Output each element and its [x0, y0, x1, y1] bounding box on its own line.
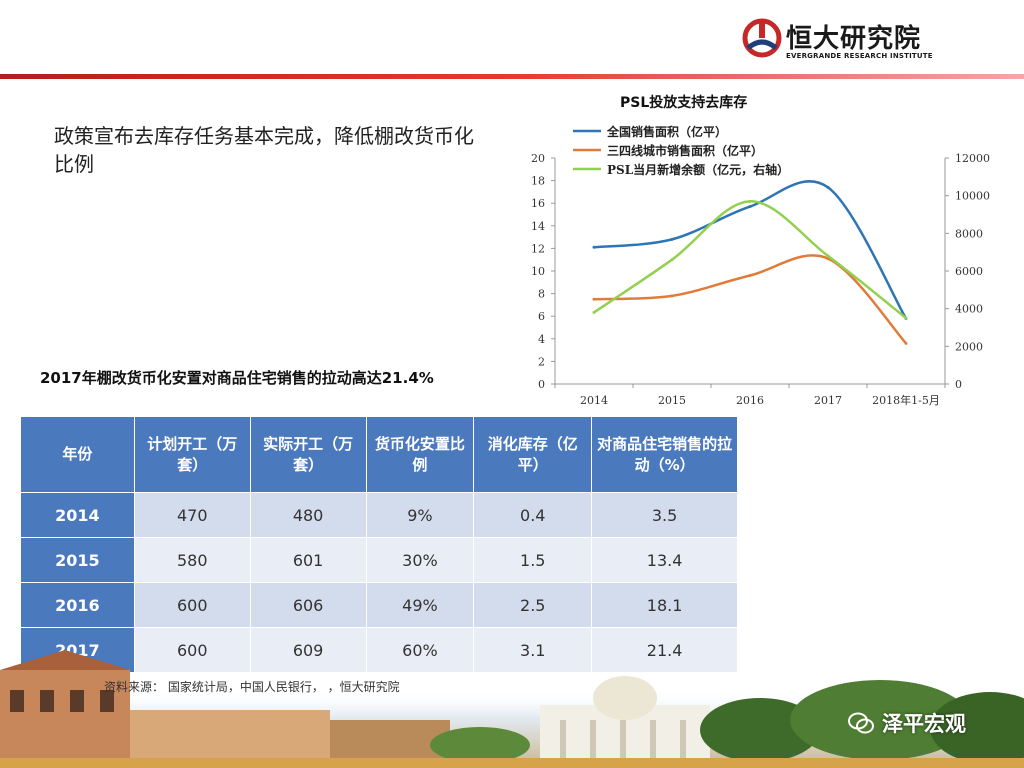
left-tick-label: 14 — [531, 220, 545, 233]
series-0-point — [748, 205, 752, 209]
cell-boost: 3.5 — [591, 492, 738, 538]
logo-subtitle: EVERGRANDE RESEARCH INSTITUTE — [786, 52, 933, 60]
cell-year: 2014 — [20, 492, 135, 538]
cell-ratio: 49% — [365, 582, 475, 628]
header-inventory-absorbed: 消化库存（亿平） — [473, 416, 593, 493]
table-title: 2017年棚改货币化安置对商品住宅销售的拉动高达21.4% — [40, 369, 434, 387]
series-line-2 — [593, 200, 907, 320]
logo-text: 恒大研究院 — [786, 24, 922, 54]
header-bar — [0, 0, 1024, 80]
cell-year: 2015 — [20, 537, 135, 583]
left-tick-label: 12 — [531, 242, 545, 255]
series-0-point — [826, 185, 830, 189]
table-row: 2017 600 609 60% 3.1 21.4 — [20, 627, 738, 673]
series-1-point — [904, 341, 908, 345]
right-tick-label: 8000 — [955, 227, 983, 240]
left-tick-label: 8 — [538, 288, 545, 301]
series-2-point — [748, 199, 752, 203]
right-tick-label: 10000 — [955, 190, 990, 203]
x-tick-label: 2017 — [814, 394, 842, 407]
cell-actual: 609 — [249, 627, 367, 673]
watermark-text: 泽平宏观 — [882, 712, 966, 736]
x-tick-label: 2015 — [658, 394, 686, 407]
left-tick-label: 10 — [531, 265, 545, 278]
cell-actual: 601 — [249, 537, 367, 583]
wechat-icon — [848, 712, 874, 734]
cell-inventory: 2.5 — [473, 582, 593, 628]
scenic-footer-image — [0, 650, 1024, 768]
legend-label-1: 三四线城市销售面积（亿平） — [607, 143, 763, 158]
left-tick-label: 6 — [538, 310, 545, 323]
cell-actual: 606 — [249, 582, 367, 628]
left-tick-label: 0 — [538, 378, 545, 391]
series-2-point — [904, 316, 908, 320]
psl-line-chart: 0 2 4 6 8 10 12 14 16 18 20 0 2000 4000 6000 8000 10000 1… — [531, 124, 990, 407]
cell-ratio: 60% — [365, 627, 475, 673]
table-row: 2016 600 606 49% 2.5 18.1 — [20, 582, 738, 628]
series-2-point — [592, 310, 596, 314]
header-actual-starts: 实际开工（万套） — [249, 416, 367, 493]
x-tick-label: 2018年1-5月 — [872, 393, 940, 407]
cell-ratio: 30% — [365, 537, 475, 583]
legend-label-2: PSL当月新增余额（亿元，右轴） — [607, 162, 789, 177]
cell-ratio: 9% — [365, 492, 475, 538]
header-monetization-ratio: 货币化安置比例 — [365, 416, 475, 493]
cell-boost: 13.4 — [591, 537, 738, 583]
header-sales-boost: 对商品住宅销售的拉动（%） — [591, 416, 738, 493]
cell-inventory: 1.5 — [473, 537, 593, 583]
cell-boost: 21.4 — [591, 627, 738, 673]
series-1-point — [748, 274, 752, 278]
header-divider — [0, 74, 1024, 79]
series-line-1 — [593, 254, 907, 345]
right-tick-label: 2000 — [955, 340, 983, 353]
table-row: 2015 580 601 30% 1.5 13.4 — [20, 537, 738, 583]
series-2-point — [670, 258, 674, 262]
series-1-point — [670, 294, 674, 298]
cell-planned: 470 — [133, 492, 251, 538]
left-tick-label: 18 — [531, 175, 545, 188]
x-tick-label: 2014 — [580, 394, 608, 407]
table-header-row: 年份 计划开工（万套） 实际开工（万套） 货币化安置比例 消化库存（亿平） 对商… — [20, 416, 738, 493]
left-tick-label: 16 — [531, 197, 545, 210]
series-2-point — [826, 254, 830, 258]
cell-planned: 600 — [133, 627, 251, 673]
cell-year: 2016 — [20, 582, 135, 628]
cell-boost: 18.1 — [591, 582, 738, 628]
series-0-point — [592, 245, 596, 249]
right-tick-label: 12000 — [955, 152, 990, 165]
cell-actual: 480 — [249, 492, 367, 538]
cell-planned: 600 — [133, 582, 251, 628]
right-tick-label: 6000 — [955, 265, 983, 278]
data-table: 年份 计划开工（万套） 实际开工（万套） 货币化安置比例 消化库存（亿平） 对商… — [20, 416, 738, 673]
cell-inventory: 3.1 — [473, 627, 593, 673]
right-tick-label: 4000 — [955, 303, 983, 316]
legend-label-0: 全国销售面积（亿平） — [606, 124, 727, 139]
cell-planned: 580 — [133, 537, 251, 583]
watermark: 泽平宏观 — [848, 708, 966, 738]
table-row: 2014 470 480 9% 0.4 3.5 — [20, 492, 738, 538]
left-tick-label: 20 — [531, 152, 545, 165]
series-1-point — [592, 297, 596, 301]
right-tick-label: 0 — [955, 378, 962, 391]
left-tick-label: 4 — [538, 333, 545, 346]
header-planned-starts: 计划开工（万套） — [133, 416, 251, 493]
evergrande-logo-icon — [742, 18, 782, 58]
logo: 恒大研究院 EVERGRANDE RESEARCH INSTITUTE — [742, 16, 942, 66]
series-0-point — [670, 237, 674, 241]
left-tick-label: 2 — [538, 355, 545, 368]
page-headline: 政策宣布去库存任务基本完成，降低棚改货币化比例 — [54, 124, 474, 176]
header-year: 年份 — [20, 416, 135, 493]
x-tick-label: 2016 — [736, 394, 764, 407]
chart-title: PSL投放支持去库存 — [620, 95, 748, 111]
cell-inventory: 0.4 — [473, 492, 593, 538]
source-note: 资料来源： 国家统计局，中国人民银行， ，恒大研究院 — [104, 680, 400, 694]
